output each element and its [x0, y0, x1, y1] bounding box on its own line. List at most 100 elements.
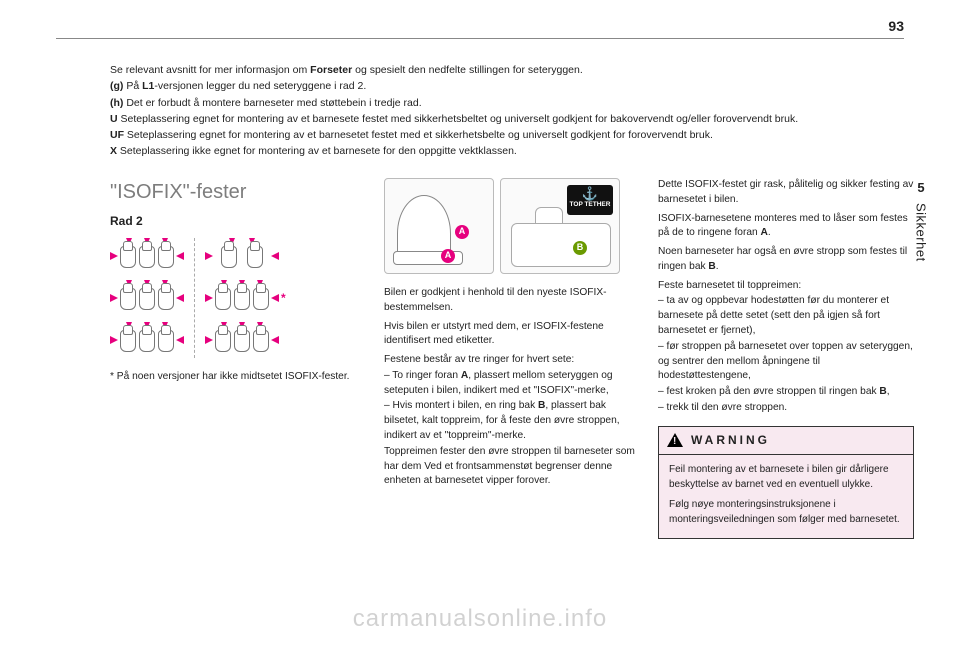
text: – To ringer foran: [384, 370, 461, 381]
arrow-icon: [271, 336, 279, 344]
body-text: Festene består av tre ringer for hvert s…: [384, 353, 640, 368]
seat-diagram-right: *: [205, 238, 286, 358]
bold: A: [761, 227, 768, 238]
bold: Forseter: [310, 64, 352, 76]
arrow-icon: [205, 336, 213, 344]
text: Noen barneseter har også en øvre stropp …: [658, 246, 907, 272]
badge-a: A: [441, 249, 455, 263]
text: Seteplassering egnet for montering av et…: [121, 113, 799, 125]
footnote: * På noen versjoner har ikke midtsetet I…: [110, 370, 366, 385]
warning-text: Følg nøye monteringsinstruksjonene i mon…: [669, 498, 903, 527]
seats-3: [215, 322, 269, 358]
seat-diagram-left: [110, 238, 184, 358]
text: ISOFIX-barnesetene monteres med to låser…: [658, 213, 908, 239]
body-text: Dette ISOFIX-festet gir rask, pålitelig …: [658, 178, 914, 208]
seat-diagram: *: [110, 238, 366, 358]
text: Seteplassering ikke egnet for montering …: [120, 145, 517, 157]
star-icon: *: [281, 290, 286, 307]
intro-x: X Seteplassering ikke egnet for monterin…: [110, 143, 900, 159]
bold: B: [879, 386, 886, 397]
top-tether-text: TOP TETHER: [570, 201, 611, 208]
arrow-icon: [176, 336, 184, 344]
column-2: A A ⚓ TOP TETHER B Bilen er godkjent i h…: [384, 178, 640, 490]
bold: B: [708, 261, 715, 272]
bold: (h): [110, 97, 126, 109]
seat-row: [110, 322, 184, 358]
subsection-title: Rad 2: [110, 213, 366, 230]
seats-3-star: [215, 280, 269, 316]
list-item: – trekk til den øvre stroppen.: [658, 401, 914, 416]
column-3: Dette ISOFIX-festet gir rask, pålitelig …: [658, 178, 914, 539]
body-text: ISOFIX-barnesetene monteres med to låser…: [658, 212, 914, 242]
section-title: "ISOFIX"-fester: [110, 178, 366, 207]
arrow-icon: [271, 252, 279, 260]
body-text: Noen barneseter har også en øvre stropp …: [658, 245, 914, 275]
warning-body: Feil montering av et barnesete i bilen g…: [659, 455, 913, 538]
body-text: Feste barnesetet til toppreimen:: [658, 279, 914, 294]
badge-b: B: [573, 241, 587, 255]
intro-block: Se relevant avsnitt for mer informasjon …: [110, 62, 900, 160]
column-1: "ISOFIX"-fester Rad 2: [110, 178, 366, 386]
text: Det er forbudt å montere barneseter med …: [126, 97, 421, 109]
page-number: 93: [888, 18, 904, 34]
top-rule: [56, 38, 904, 39]
seats-2: [215, 238, 269, 274]
warning-text: Feil montering av et barnesete i bilen g…: [669, 463, 903, 492]
chapter-number: 5: [917, 180, 924, 195]
text: Se relevant avsnitt for mer informasjon …: [110, 64, 310, 76]
list-item: – To ringer foran A, plassert mellom set…: [384, 369, 640, 399]
body-text: Bilen er godkjent i henhold til den nyes…: [384, 286, 640, 316]
text: – Hvis montert i bilen, en ring bak: [384, 400, 538, 411]
text: På: [126, 80, 142, 92]
seat-row: [205, 322, 286, 358]
arrow-icon: [176, 252, 184, 260]
divider: [194, 238, 195, 358]
arrow-icon: [176, 294, 184, 302]
intro-line: Se relevant avsnitt for mer informasjon …: [110, 62, 900, 78]
seats-3: [120, 322, 174, 358]
warning-header: WARNING: [659, 427, 913, 455]
intro-g: (g) På L1-versjonen legger du ned setery…: [110, 78, 900, 94]
bold: X: [110, 145, 120, 157]
body-text: Toppreimen fester den øvre stroppen til …: [384, 445, 640, 489]
bold: (g): [110, 80, 126, 92]
seats-3: [120, 238, 174, 274]
tether-figure: A A ⚓ TOP TETHER B: [384, 178, 640, 274]
intro-h: (h) Det er forbudt å montere barneseter …: [110, 95, 900, 111]
text: ,: [887, 386, 890, 397]
arrow-icon: [110, 294, 118, 302]
bold: U: [110, 113, 121, 125]
seat-row: *: [205, 280, 286, 316]
arrow-icon: [205, 252, 213, 260]
top-tether-illustration: ⚓ TOP TETHER B: [500, 178, 620, 274]
warning-icon: [667, 433, 683, 447]
child-seat-illustration: A A: [384, 178, 494, 274]
list-item: – ta av og oppbevar hodestøtten før du m…: [658, 294, 914, 338]
text: og spesielt den nedfelte stillingen for …: [352, 64, 583, 76]
seat-row: [110, 280, 184, 316]
anchor-icon: ⚓: [567, 187, 613, 201]
arrow-icon: [110, 336, 118, 344]
watermark: carmanualsonline.info: [0, 605, 960, 633]
bold: UF: [110, 129, 127, 141]
body-text: Hvis bilen er utstyrt med dem, er ISOFIX…: [384, 320, 640, 350]
top-tether-label: ⚓ TOP TETHER: [567, 185, 613, 215]
arrow-icon: [271, 294, 279, 302]
text: .: [768, 227, 771, 238]
text: Seteplassering egnet for montering av et…: [127, 129, 713, 141]
text: .: [716, 261, 719, 272]
list-item: – Hvis montert i bilen, en ring bak B, p…: [384, 399, 640, 443]
text: -versjonen legger du ned seteryggene i r…: [154, 80, 366, 92]
chapter-label: Sikkerhet: [914, 203, 929, 262]
badge-a: A: [455, 225, 469, 239]
seat-row: [205, 238, 286, 274]
text: – fest kroken på den øvre stroppen til r…: [658, 386, 879, 397]
list-item: – fest kroken på den øvre stroppen til r…: [658, 385, 914, 400]
bold: L1: [142, 80, 154, 92]
intro-u: U Seteplassering egnet for montering av …: [110, 111, 900, 127]
list-item: – før stroppen på barnesetet over toppen…: [658, 340, 914, 384]
arrow-icon: [205, 294, 213, 302]
seats-3: [120, 280, 174, 316]
intro-uf: UF Seteplassering egnet for montering av…: [110, 127, 900, 143]
warning-title: WARNING: [691, 432, 770, 449]
